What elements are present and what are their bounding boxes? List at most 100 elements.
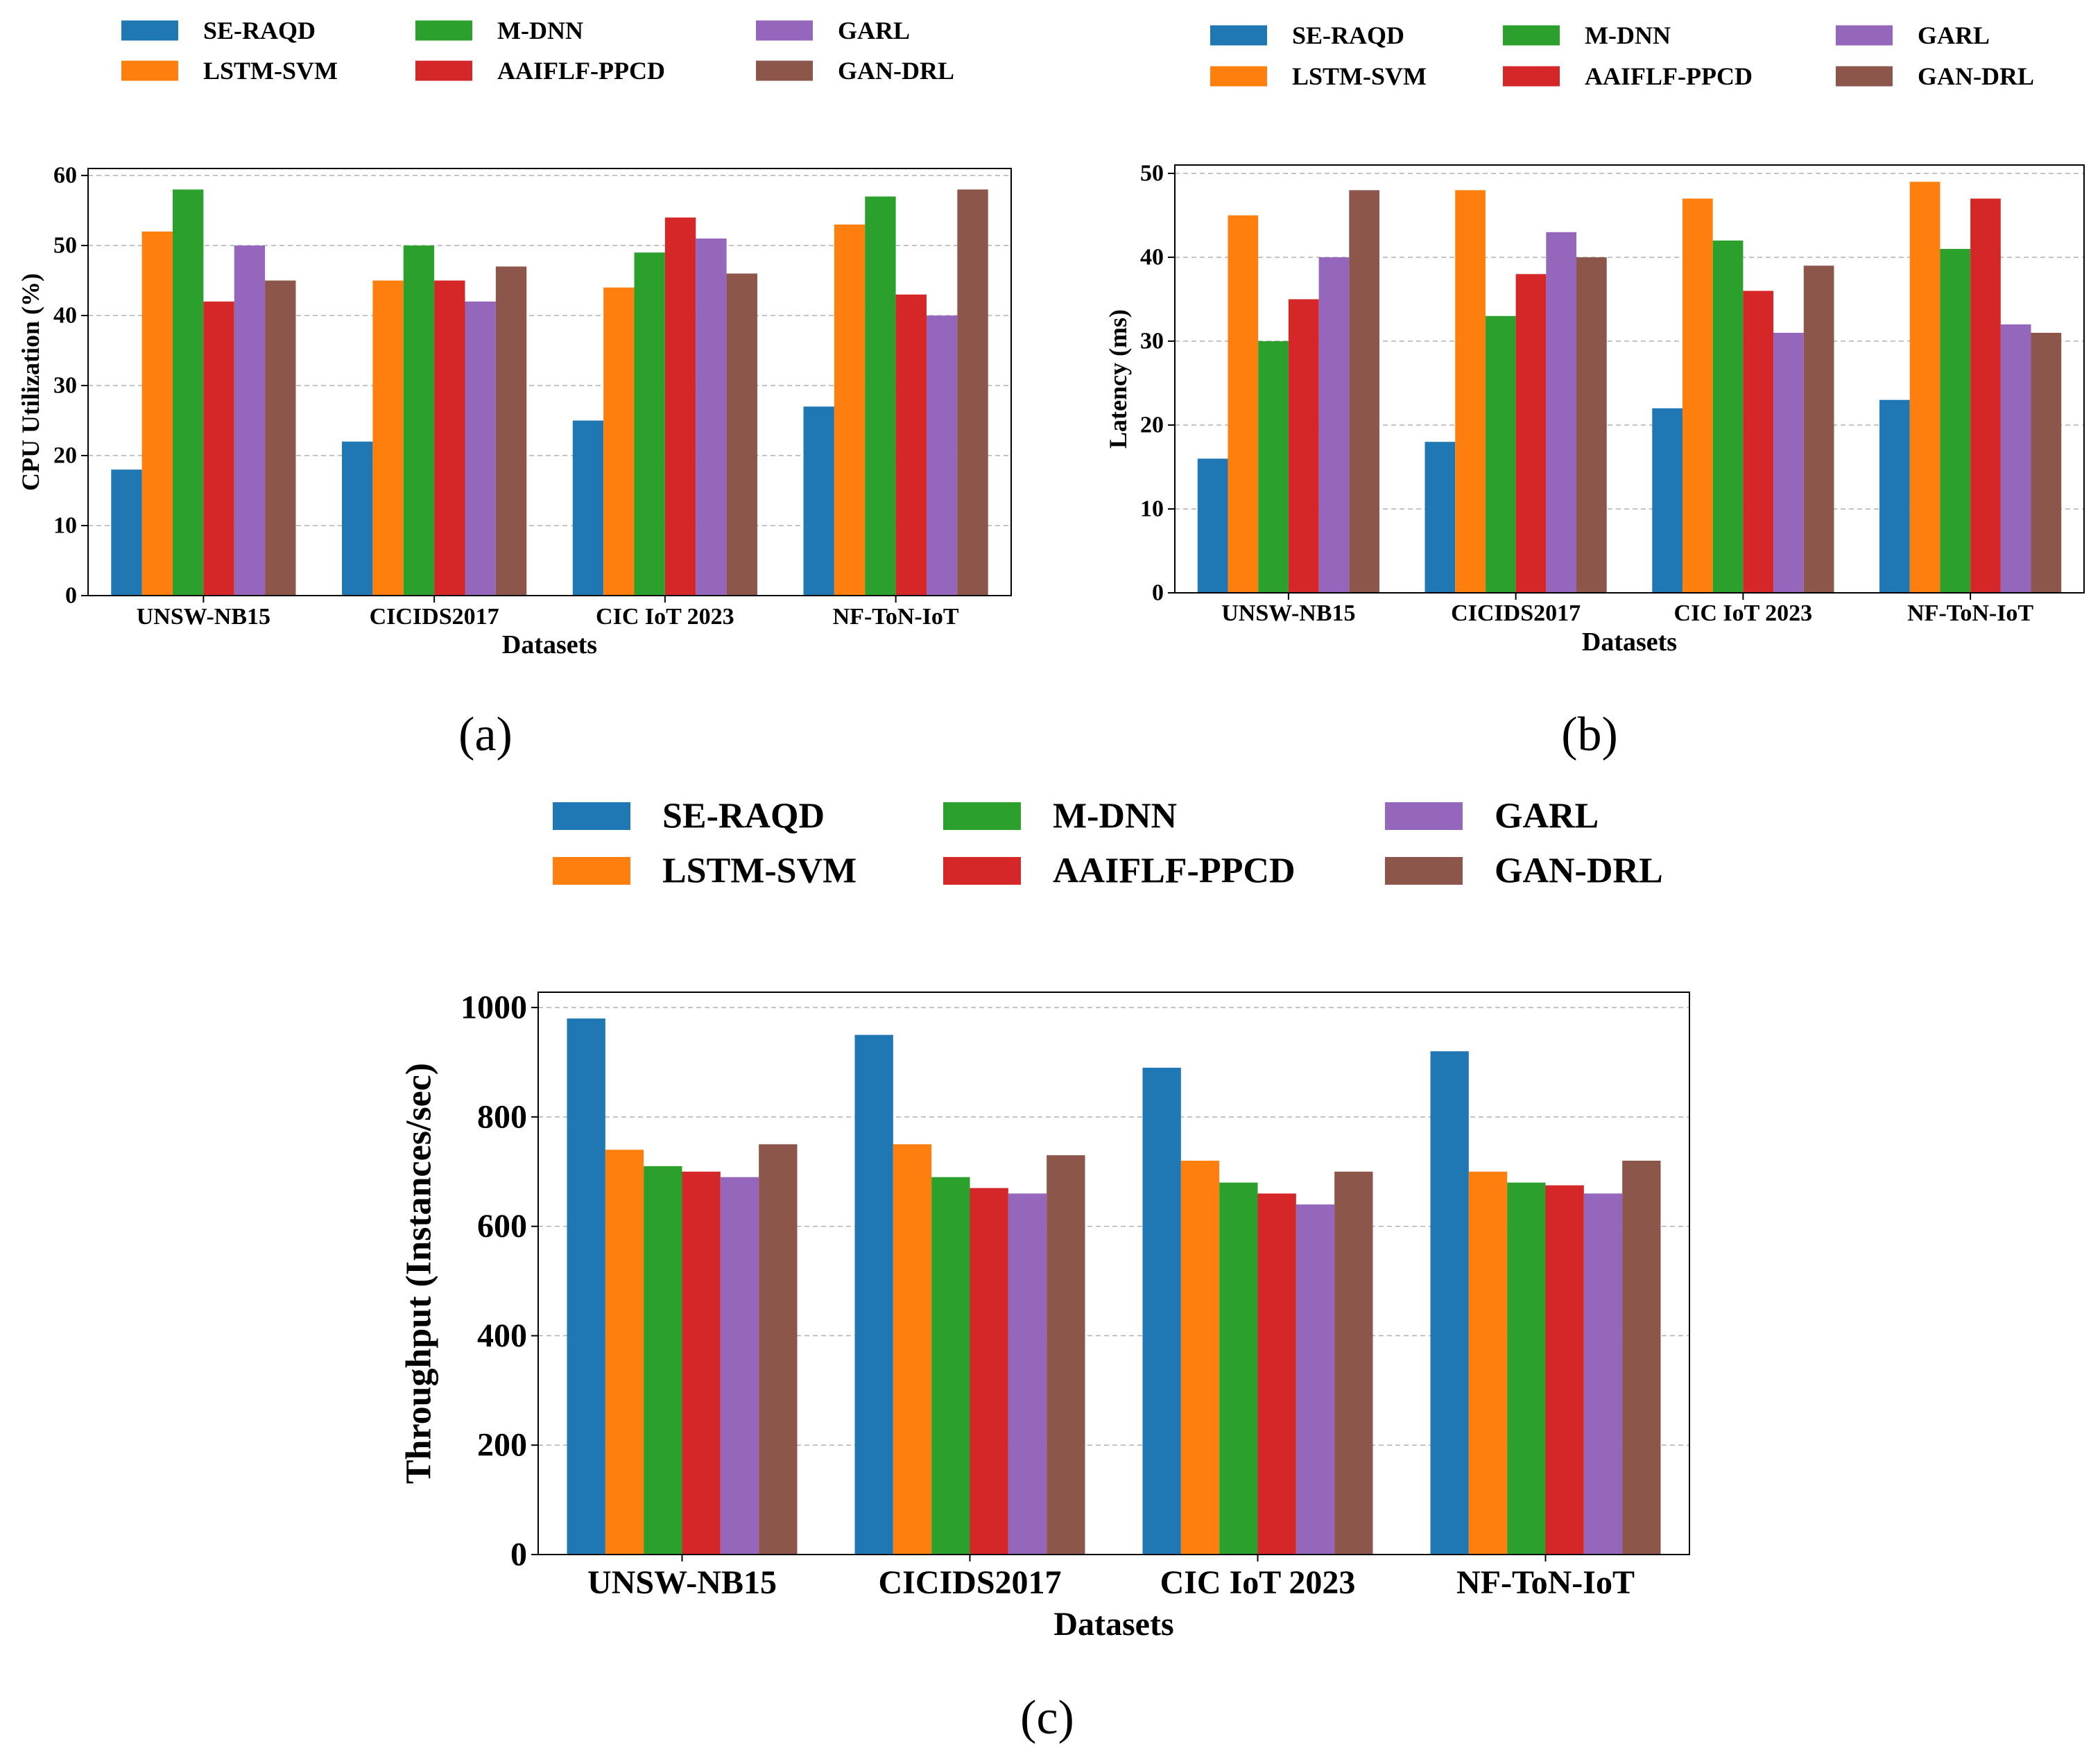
panel-c-label: (c) [1020,1691,1074,1745]
y-tick-label: 400 [477,1317,527,1354]
bar-garl-cic-iot-2023 [1296,1204,1335,1555]
y-axis-label: CPU Utilization (%) [17,273,44,491]
bar-lstm-svm-unsw-nb15 [141,231,173,596]
y-tick-label: 800 [477,1098,527,1135]
bar-lstm-svm-nf-ton-iot [1468,1171,1508,1555]
legend-item-aaiflf-ppcd: AAIFLF-PPCD [415,57,665,85]
panel-a-label: (a) [458,708,513,761]
bar-aaiflf-ppcd-cicids2017 [1515,274,1547,593]
legend-swatch-aaiflf-ppcd [943,857,1021,885]
y-tick-label: 10 [53,513,77,539]
legend-b: SE-RAQD M-DNN GARL LSTM-SVM AAIFLF-PPCD GAN-D… [1210,21,2034,90]
legend-label-se-raqd: SE-RAQD [203,17,316,44]
bar-m-dnn-cicids2017 [403,245,435,596]
bar-gan-drl-cicids2017 [1047,1155,1085,1555]
bar-se-raqd-cic-iot-2023 [1652,408,1682,593]
bar-lstm-svm-cicids2017 [372,280,404,596]
bar-lstm-svm-cicids2017 [893,1144,932,1555]
legend-label-garl: GARL [838,17,910,44]
bar-garl-unsw-nb15 [234,245,266,596]
bar-lstm-svm-cicids2017 [1455,190,1486,593]
legend-label-gan-drl: GAN-DRL [1495,851,1663,891]
bar-m-dnn-nf-ton-iot [1940,248,1971,593]
panel-b: SE-RAQD M-DNN GARL LSTM-SVM AAIFLF-PPCD GAN-D… [1104,21,2085,761]
x-tick-label-cicids2017: CICIDS2017 [878,1564,1061,1601]
legend-item-lstm-svm: LSTM-SVM [1210,62,1427,90]
legend-item-garl: GARL [1836,21,1990,49]
legend-label-aaiflf-ppcd: AAIFLF-PPCD [497,57,665,85]
bar-lstm-svm-cic-iot-2023 [1682,198,1713,593]
legend-swatch-m-dnn [943,802,1021,830]
legend-item-gan-drl: GAN-DRL [1836,62,2034,90]
x-tick-label-cicids2017: CICIDS2017 [370,604,499,630]
y-tick-label: 30 [53,373,77,399]
bar-gan-drl-nf-ton-iot [957,189,988,596]
bar-m-dnn-cic-iot-2023 [634,252,665,596]
bar-gan-drl-unsw-nb15 [1349,190,1379,593]
bar-se-raqd-unsw-nb15 [567,1018,605,1555]
legend-swatch-se-raqd [1210,25,1267,46]
legend-swatch-garl [756,20,813,41]
bar-aaiflf-ppcd-cic-iot-2023 [664,217,696,596]
legend-label-se-raqd: SE-RAQD [662,797,825,836]
plot-b: 0 10 20 30 40 50 UNSW-NB15 CICIDS2017 CIC IoT 20… [1104,161,2085,657]
legend-label-lstm-svm: LSTM-SVM [1292,62,1427,90]
y-tick-label: 20 [53,443,77,469]
x-axis-label: Datasets [502,630,597,659]
legend-swatch-se-raqd [553,802,630,830]
legend-c: SE-RAQD M-DNN GARL LSTM-SVM AAIFLF-PPCD GAN-D… [553,797,1663,891]
bar-garl-unsw-nb15 [1318,257,1350,593]
x-axis-label: Datasets [1582,628,1677,657]
legend-item-aaiflf-ppcd: AAIFLF-PPCD [943,851,1296,891]
bar-se-raqd-cicids2017 [342,441,373,596]
bar-aaiflf-ppcd-unsw-nb15 [203,301,234,596]
bar-m-dnn-unsw-nb15 [173,189,204,596]
x-tick-label-nf-ton-iot: NF-ToN-IoT [1907,600,2033,626]
bar-m-dnn-cicids2017 [931,1177,970,1555]
bar-m-dnn-unsw-nb15 [644,1166,682,1555]
y-tick-label: 50 [1140,161,1164,187]
plot-a: 0 10 20 30 40 50 60 UNSW-NB15 CICIDS2017 CIC IoT … [17,163,1012,659]
y-tick-label: 40 [1140,245,1164,270]
legend-label-m-dnn: M-DNN [497,17,583,44]
bar-aaiflf-ppcd-nf-ton-iot [1545,1185,1584,1555]
legend-swatch-lstm-svm [553,857,630,885]
y-axis-label: Throughput (Instances/sec) [399,1063,439,1484]
legend-item-se-raqd: SE-RAQD [1210,21,1404,49]
bar-se-raqd-unsw-nb15 [1197,458,1228,593]
legend-swatch-gan-drl [756,60,813,81]
legend-item-se-raqd: SE-RAQD [121,17,316,44]
legend-swatch-gan-drl [1385,857,1463,885]
bar-aaiflf-ppcd-unsw-nb15 [1288,299,1319,593]
legend-swatch-aaiflf-ppcd [1503,66,1560,87]
panel-c: SE-RAQD M-DNN GARL LSTM-SVM AAIFLF-PPCD GAN-D… [399,797,1690,1745]
y-tick-label: 10 [1140,496,1164,522]
bar-aaiflf-ppcd-nf-ton-iot [895,294,927,596]
legend-swatch-lstm-svm [1210,66,1267,87]
bar-se-raqd-cic-iot-2023 [572,420,604,596]
legend-label-gan-drl: GAN-DRL [838,57,954,85]
y-tick-label: 60 [53,163,77,189]
bar-aaiflf-ppcd-cic-iot-2023 [1257,1193,1296,1555]
plot-c: 0 200 400 600 800 1000 UNSW-NB15 CICIDS2017 CIC … [399,989,1690,1643]
legend-item-garl: GARL [1385,797,1599,836]
legend-swatch-lstm-svm [121,60,178,81]
x-tick-label-cicids2017: CICIDS2017 [1451,600,1581,626]
legend-label-garl: GARL [1495,797,1599,836]
bar-m-dnn-cic-iot-2023 [1712,240,1744,593]
axes-frame [537,992,1690,1555]
bar-gan-drl-nf-ton-iot [2031,332,2062,593]
legend-swatch-se-raqd [121,20,178,41]
legend-a: SE-RAQD M-DNN GARL LSTM-SVM AAIFLF-PPCD GAN-D… [121,17,954,85]
legend-item-se-raqd: SE-RAQD [553,797,825,836]
bar-se-raqd-nf-ton-iot [1879,399,1910,593]
legend-label-se-raqd: SE-RAQD [1292,21,1404,49]
y-tick-label: 20 [1140,413,1164,438]
legend-label-lstm-svm: LSTM-SVM [662,851,857,891]
x-tick-label-cic-iot-2023: CIC IoT 2023 [1160,1564,1356,1601]
bar-se-raqd-cicids2017 [1425,442,1456,593]
bar-gan-drl-cic-iot-2023 [1803,266,1834,593]
y-tick-label: 0 [510,1537,527,1573]
bar-se-raqd-nf-ton-iot [803,406,834,596]
legend-label-gan-drl: GAN-DRL [1918,62,2034,90]
